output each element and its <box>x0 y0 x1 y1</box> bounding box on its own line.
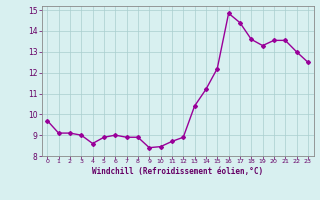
X-axis label: Windchill (Refroidissement éolien,°C): Windchill (Refroidissement éolien,°C) <box>92 167 263 176</box>
